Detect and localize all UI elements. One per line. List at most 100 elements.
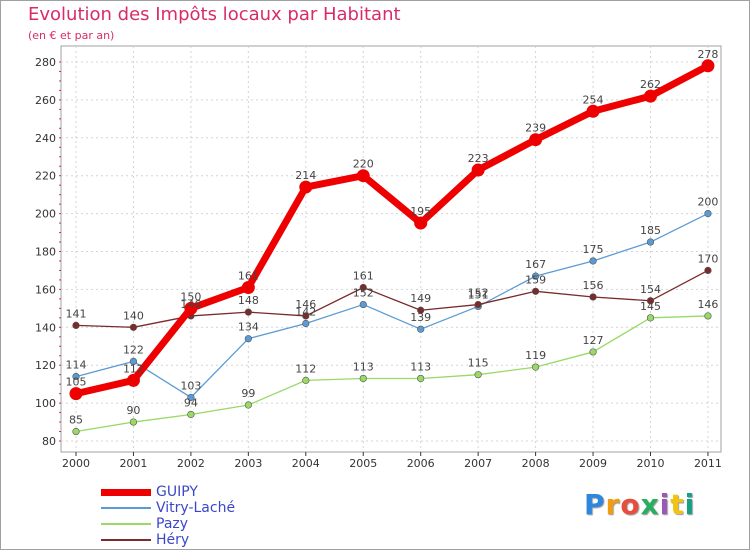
data-point xyxy=(302,376,310,384)
data-point xyxy=(359,283,367,292)
data-label: 146 xyxy=(697,298,718,311)
x-tick-label: 2006 xyxy=(407,457,435,470)
data-point xyxy=(589,293,597,301)
data-point xyxy=(244,401,252,409)
data-label: 112 xyxy=(123,362,144,375)
data-point xyxy=(356,169,370,183)
data-label: 122 xyxy=(123,343,144,356)
data-label: 113 xyxy=(353,360,374,373)
x-tick-label: 2011 xyxy=(694,457,722,470)
data-point xyxy=(184,301,198,315)
data-point xyxy=(126,373,140,387)
data-label: 170 xyxy=(697,252,718,265)
data-point xyxy=(187,410,195,419)
data-point xyxy=(646,297,655,305)
data-label: 195 xyxy=(410,205,431,218)
legend-swatch xyxy=(101,507,151,509)
x-tick-label: 2009 xyxy=(579,457,607,470)
x-tick-label: 2002 xyxy=(177,457,205,470)
data-label: 103 xyxy=(180,379,201,392)
data-point xyxy=(474,371,482,379)
data-point xyxy=(129,357,138,366)
data-point xyxy=(644,89,657,103)
y-tick-label: 180 xyxy=(35,246,56,259)
data-label: 142 xyxy=(295,306,316,319)
data-label: 156 xyxy=(583,279,604,292)
logo-letter: o xyxy=(620,488,641,521)
data-label: 278 xyxy=(697,48,718,61)
data-label: 113 xyxy=(410,360,431,373)
data-label: 214 xyxy=(295,169,316,182)
data-point xyxy=(474,300,482,309)
data-label: 139 xyxy=(410,311,431,324)
data-label: 223 xyxy=(468,152,489,165)
logo-letter: r xyxy=(605,488,621,521)
x-tick-label: 2001 xyxy=(119,457,147,470)
data-label: 150 xyxy=(180,290,201,303)
data-label: 149 xyxy=(410,292,431,305)
data-label: 239 xyxy=(525,122,546,135)
series-line-guipy xyxy=(75,62,710,398)
data-point xyxy=(302,319,310,328)
data-point xyxy=(646,238,655,246)
y-tick-label: 240 xyxy=(35,132,56,145)
data-label: 99 xyxy=(241,387,255,400)
data-label: 112 xyxy=(295,362,316,375)
logo-letter: i xyxy=(684,488,696,521)
data-point xyxy=(704,266,712,275)
data-label: 148 xyxy=(238,294,259,307)
data-label: 94 xyxy=(184,396,198,409)
x-tick-label: 2004 xyxy=(292,457,320,470)
x-tick-label: 2005 xyxy=(349,457,377,470)
legend-label: GUIPY xyxy=(156,484,198,500)
data-point xyxy=(531,287,540,295)
data-label: 262 xyxy=(640,78,661,91)
data-label: 90 xyxy=(126,404,140,417)
y-tick-label: 260 xyxy=(35,94,56,107)
legend-label: Vitry-Laché xyxy=(156,500,236,516)
x-tick-label: 2008 xyxy=(522,457,550,470)
data-label: 220 xyxy=(353,158,374,171)
data-label: 127 xyxy=(583,334,604,347)
data-point xyxy=(589,348,597,356)
chart-subtitle: (en € et par an) xyxy=(28,29,115,42)
proxiti-logo: Proxiti xyxy=(584,488,695,521)
x-tick-label: 2007 xyxy=(464,457,492,470)
data-label: 85 xyxy=(69,414,83,427)
data-point xyxy=(299,180,313,194)
data-label: 146 xyxy=(295,298,316,311)
data-point xyxy=(531,272,540,280)
data-label: 161 xyxy=(353,270,374,283)
series-line-vitry-laché xyxy=(75,213,709,399)
x-tick-label: 2010 xyxy=(637,457,665,470)
data-point xyxy=(701,59,715,73)
data-point xyxy=(244,308,252,316)
data-point xyxy=(417,374,425,383)
data-label: 167 xyxy=(525,258,546,271)
data-point xyxy=(244,335,252,343)
data-label: 161 xyxy=(238,270,259,283)
legend-swatch xyxy=(101,488,151,496)
data-point xyxy=(471,163,485,177)
data-label: 119 xyxy=(525,349,546,362)
data-point xyxy=(302,312,310,320)
chart-title: Evolution des Impôts locaux par Habitant xyxy=(28,4,401,25)
legend-label: Pazy xyxy=(156,516,189,532)
data-point xyxy=(646,314,655,322)
x-tick-label: 2000 xyxy=(62,457,90,470)
data-label: 152 xyxy=(353,287,374,300)
y-tick-label: 160 xyxy=(35,283,56,296)
y-tick-label: 200 xyxy=(35,208,56,221)
data-label: 146 xyxy=(180,298,201,311)
data-label: 152 xyxy=(468,287,489,300)
data-point xyxy=(531,363,540,371)
data-point xyxy=(529,133,543,147)
series-line-pazy xyxy=(75,315,708,433)
data-label: 185 xyxy=(640,224,661,237)
data-label: 134 xyxy=(238,321,259,334)
y-tick-label: 280 xyxy=(35,56,56,69)
data-label: 141 xyxy=(66,307,87,320)
y-tick-label: 100 xyxy=(35,397,56,410)
data-label: 254 xyxy=(583,93,604,106)
